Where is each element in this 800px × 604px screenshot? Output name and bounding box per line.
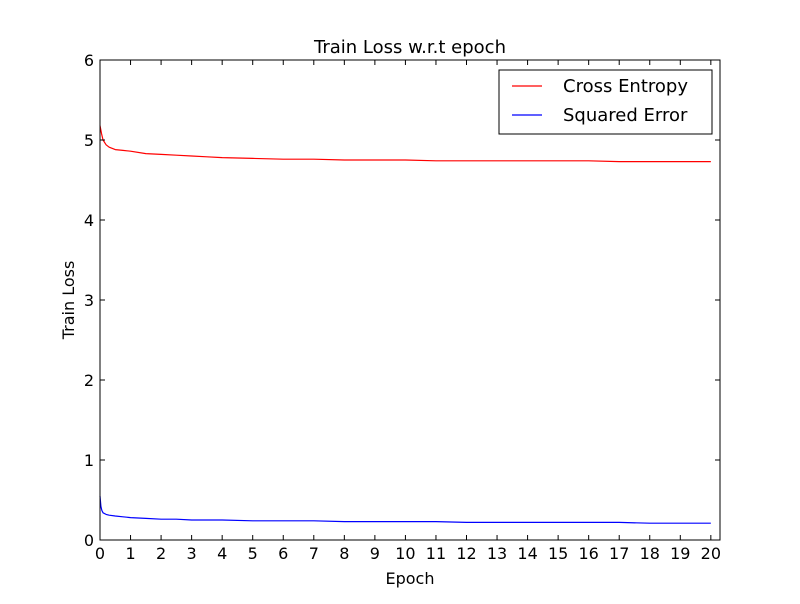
- x-tick-label: 5: [248, 544, 258, 563]
- x-tick-label: 13: [487, 544, 507, 563]
- x-tick-label: 15: [548, 544, 568, 563]
- series-line-cross-entropy: [99, 125, 711, 163]
- x-axis-label: Epoch: [386, 569, 435, 588]
- x-tick-label: 3: [187, 544, 197, 563]
- y-tick-label: 4: [84, 211, 94, 230]
- y-tick-label: 3: [84, 291, 94, 310]
- x-tick-label: 10: [395, 544, 415, 563]
- series-layer: [99, 125, 711, 524]
- x-tick-label: 8: [339, 544, 349, 563]
- x-tick-label: 14: [517, 544, 537, 563]
- y-tick-label: 2: [84, 371, 94, 390]
- x-tick-label: 4: [217, 544, 227, 563]
- x-tick-label: 17: [609, 544, 629, 563]
- y-tick-label: 5: [84, 131, 94, 150]
- x-tick-label: 11: [426, 544, 446, 563]
- x-tick-label: 18: [640, 544, 660, 563]
- plot-frame: [99, 59, 721, 541]
- y-tick-label: 0: [84, 531, 94, 550]
- x-tick-label: 19: [670, 544, 690, 563]
- legend-box: [498, 69, 713, 135]
- series-line-squared-error: [99, 495, 711, 524]
- y-axis-label: Train Loss: [59, 261, 78, 341]
- x-tick-label: 20: [701, 544, 721, 563]
- legend: Cross Entropy Squared Error: [498, 69, 713, 135]
- y-tick-label: 6: [84, 51, 94, 70]
- x-tick-label: 0: [95, 544, 105, 563]
- x-tick-label: 9: [370, 544, 380, 563]
- legend-label-squared-error: Squared Error: [563, 105, 688, 126]
- x-tick-label: 6: [278, 544, 288, 563]
- x-tick-label: 2: [156, 544, 166, 563]
- plot-area: [100, 60, 720, 540]
- x-tick-label: 7: [309, 544, 319, 563]
- legend-label-cross-entropy: Cross Entropy: [563, 76, 688, 97]
- x-tick-label: 16: [578, 544, 598, 563]
- x-tick-label: 1: [125, 544, 135, 563]
- chart-title: Train Loss w.r.t epoch: [313, 37, 506, 58]
- y-tick-label: 1: [84, 451, 94, 470]
- x-tick-label: 12: [456, 544, 476, 563]
